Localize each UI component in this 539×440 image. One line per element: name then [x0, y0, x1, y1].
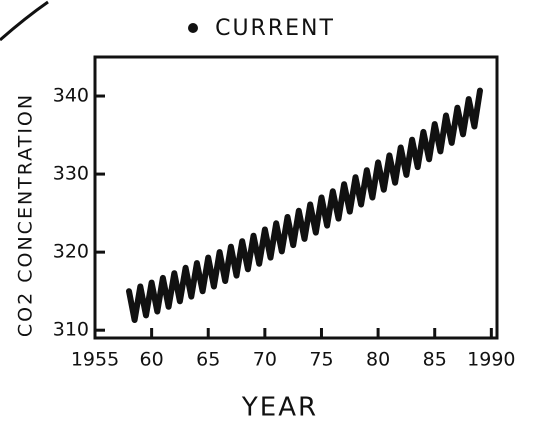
data-line: [129, 91, 480, 320]
x-tick-label: 1955: [71, 349, 119, 371]
y-tick-label: 330: [53, 163, 89, 185]
x-tick-label: 70: [253, 349, 277, 371]
y-tick-label: 340: [53, 85, 89, 107]
y-tick-label: 320: [53, 241, 89, 263]
y-tick-label: 310: [53, 319, 89, 341]
x-tick-label: 65: [196, 349, 220, 371]
chart: CURRENT YEAR CO2 CONCENTRATION 310 320 330…: [0, 0, 539, 440]
x-axis-label: YEAR: [241, 393, 318, 423]
x-tick-label: 85: [423, 349, 447, 371]
y-axis-label: CO2 CONCENTRATION: [15, 93, 37, 337]
x-tick-label: 1990: [467, 349, 515, 371]
decoration: [0, 2, 48, 40]
x-tick-label: 80: [366, 349, 390, 371]
title-bullet: [188, 23, 198, 33]
chart-title: CURRENT: [215, 16, 335, 41]
x-tick-label: 60: [140, 349, 164, 371]
x-tick-label: 75: [309, 349, 333, 371]
